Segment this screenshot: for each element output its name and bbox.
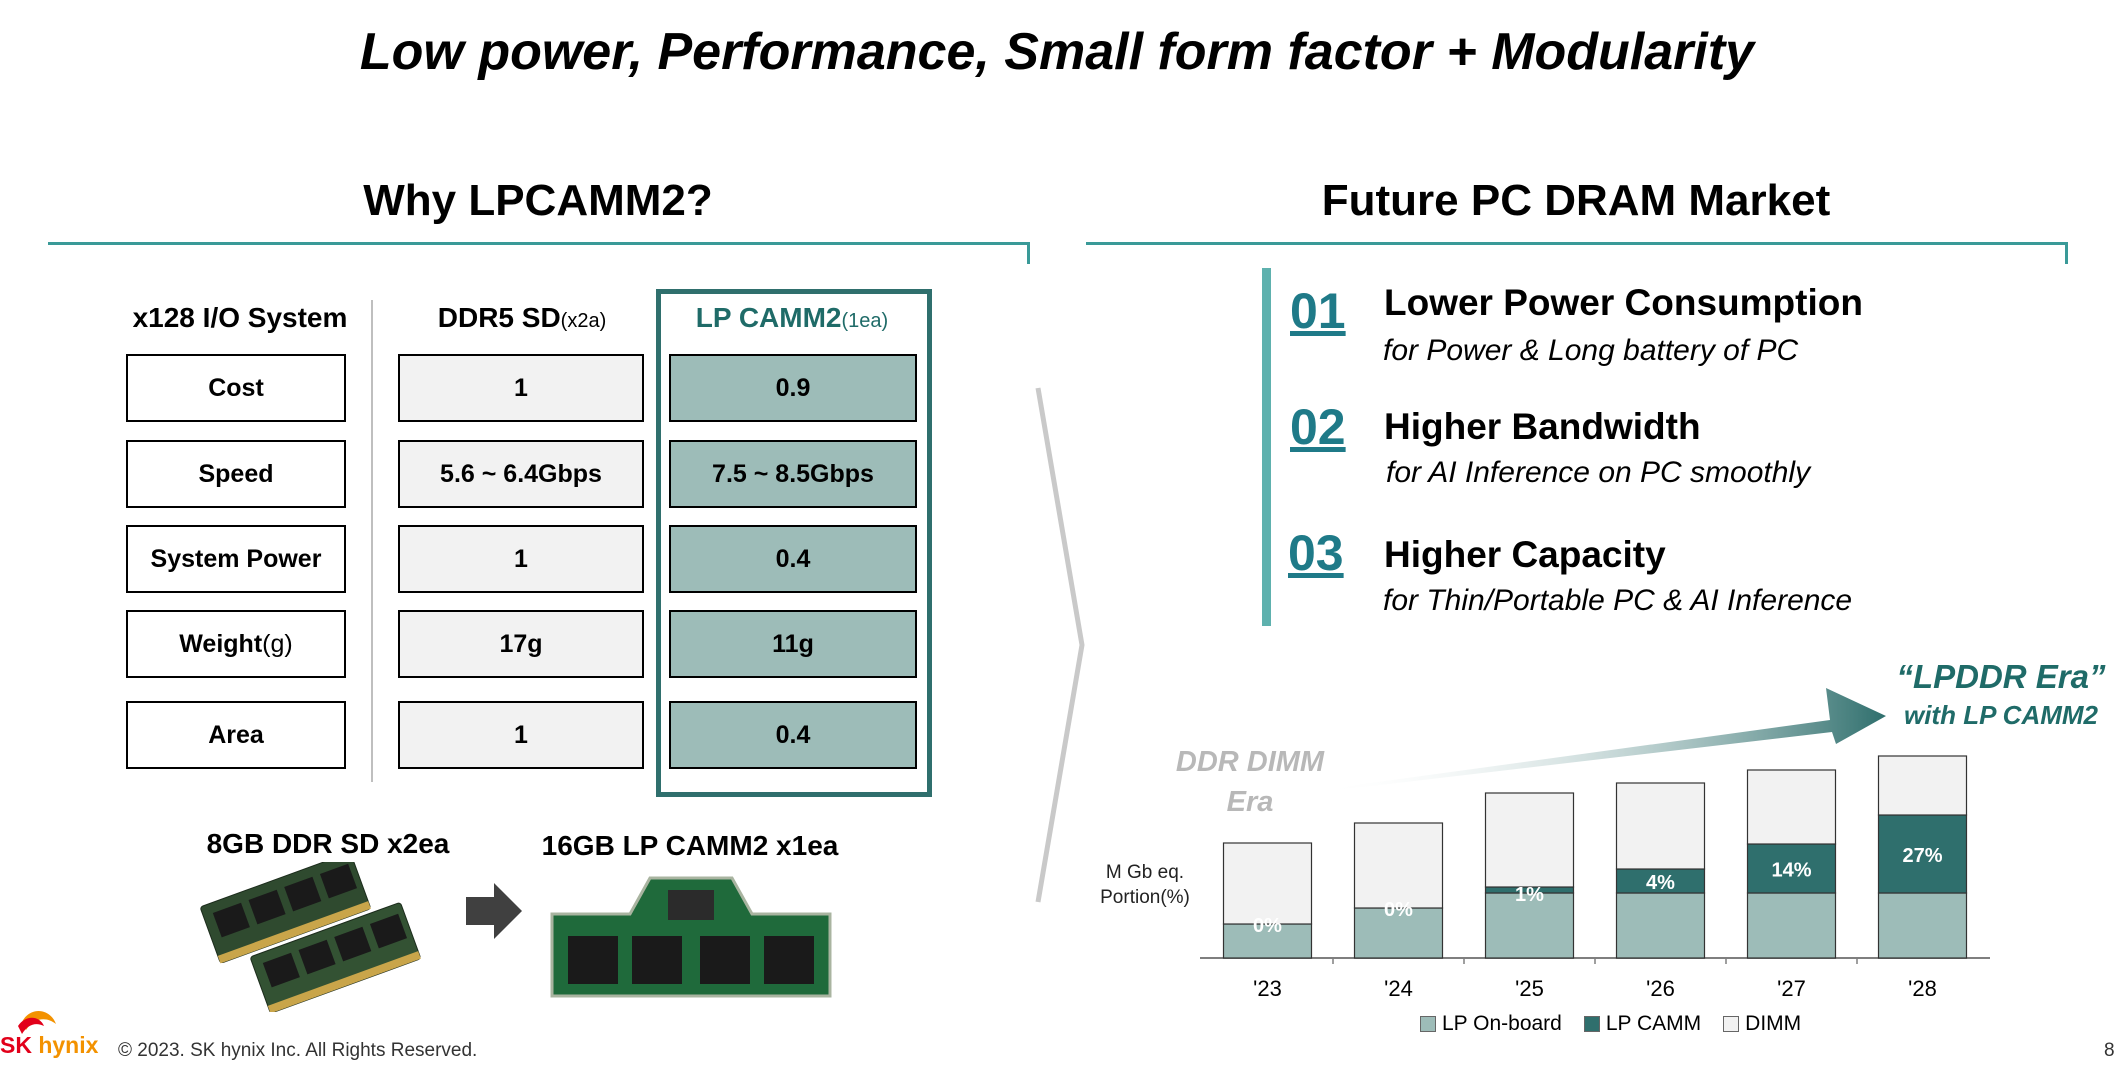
chart-legend: LP On-board LP CAMM DIMM xyxy=(1420,1012,1801,1036)
x-tick-label-2: '25 xyxy=(1515,976,1544,1001)
data-label-5: 27% xyxy=(1902,845,1942,867)
features-accent-bar xyxy=(1262,268,1271,626)
data-label-3: 4% xyxy=(1646,872,1675,894)
data-label-1: 0% xyxy=(1384,899,1413,921)
feature-title-power: Lower Power Consumption xyxy=(1384,282,1863,323)
bar-dimm-4 xyxy=(1746,769,1837,845)
right-section-rule xyxy=(1086,242,2068,245)
left-section-rule-end xyxy=(1027,242,1030,264)
col-header-lp: LP CAMM2(1ea) xyxy=(670,302,914,334)
cell-ddr-speed: 5.6 ~ 6.4Gbps xyxy=(398,440,644,508)
x-tick-label-4: '27 xyxy=(1777,976,1806,1001)
bar-lp-on-board-4 xyxy=(1746,892,1837,959)
col-header-ddr: DDR5 SD(x2a) xyxy=(400,302,644,334)
feature-sub-bandwidth: for AI Inference on PC smoothly xyxy=(1386,456,1811,489)
col-header-system: x128 I/O System xyxy=(132,302,348,333)
column-separator xyxy=(371,300,373,782)
chart-y-label: M Gb eq. Portion(%) xyxy=(1100,862,1190,908)
bar-lp-on-board-0 xyxy=(1222,923,1313,959)
x-tick-label-0: '23 xyxy=(1253,976,1282,1001)
right-arrow-icon xyxy=(466,883,522,939)
x-tick-label-5: '28 xyxy=(1908,976,1937,1001)
bar-lp-on-board-3 xyxy=(1615,892,1706,959)
legend-item-dimm: DIMM xyxy=(1723,1012,1801,1036)
feature-sub-power: for Power & Long battery of PC xyxy=(1383,334,1799,367)
footer-copyright: © 2023. SK hynix Inc. All Rights Reserve… xyxy=(118,1040,478,1061)
bar-dimm-0 xyxy=(1222,842,1313,925)
era-lpddr-label: “LPDDR Era” with LP CAMM2 xyxy=(1896,658,2106,730)
row-label-area: Area xyxy=(126,701,346,769)
page-title: Low power, Performance, Small form facto… xyxy=(359,23,1755,81)
section-chevron-divider xyxy=(1035,387,1085,903)
feature-sub-capacity: for Thin/Portable PC & AI Inference xyxy=(1383,584,1853,617)
cell-ddr-weight: 17g xyxy=(398,610,644,678)
left-section-heading: Why LPCAMM2? xyxy=(363,176,713,225)
cell-lp-weight: 11g xyxy=(669,610,917,678)
row-label-speed: Speed xyxy=(126,440,346,508)
ddr-sodimm-modules-illustration xyxy=(200,862,421,1012)
caption-lp-module: 16GB LP CAMM2 x1ea xyxy=(541,830,839,861)
bar-dimm-5 xyxy=(1877,755,1968,816)
legend-item-lp-onboard: LP On-board xyxy=(1420,1012,1562,1036)
cell-ddr-area: 1 xyxy=(398,701,644,769)
sk-hynix-logo-mark xyxy=(18,1010,56,1034)
bar-lp-camm-5 xyxy=(1877,814,1968,894)
x-tick-label-3: '26 xyxy=(1646,976,1675,1001)
feature-number-01: 01 xyxy=(1290,283,1346,339)
data-label-2: 1% xyxy=(1515,884,1544,906)
bar-lp-camm-3 xyxy=(1615,868,1706,894)
feature-number-02: 02 xyxy=(1290,399,1346,455)
row-label-system-power: System Power xyxy=(126,525,346,593)
col-header-lp-main: LP CAMM2 xyxy=(695,302,842,333)
cell-lp-area: 0.4 xyxy=(669,701,917,769)
bar-lp-camm-4 xyxy=(1746,843,1837,894)
bar-dimm-3 xyxy=(1615,782,1706,870)
legend-item-lp-camm: LP CAMM xyxy=(1583,1012,1701,1036)
sk-hynix-logo-text: SK hynix xyxy=(0,1032,99,1058)
left-section-rule xyxy=(48,242,1030,245)
lpcamm2-module-illustration xyxy=(550,876,832,998)
right-section-rule-end xyxy=(2065,242,2068,264)
cell-lp-cost: 0.9 xyxy=(669,354,917,422)
col-header-lp-sub: (1ea) xyxy=(841,310,889,332)
page-number: 8 xyxy=(2104,1040,2114,1061)
col-header-ddr-main: DDR5 SD xyxy=(437,302,561,333)
caption-ddr-module: 8GB DDR SD x2ea xyxy=(206,828,450,859)
cell-lp-system-power: 0.4 xyxy=(669,525,917,593)
bar-lp-on-board-1 xyxy=(1353,907,1444,959)
data-label-4: 14% xyxy=(1771,860,1811,882)
lp-camm2-highlight-frame xyxy=(656,289,932,797)
row-label-cost: Cost xyxy=(126,354,346,422)
dram-market-stacked-bar-chart: 0% '23 0% '24 1% '25 4% '26 14% '27 27% '28 xyxy=(1200,755,1990,1001)
feature-title-bandwidth: Higher Bandwidth xyxy=(1384,406,1701,447)
right-section-heading: Future PC DRAM Market xyxy=(1321,176,1831,225)
cell-ddr-cost: 1 xyxy=(398,354,644,422)
row-label-weight: Weight (g) xyxy=(126,610,346,678)
bar-dimm-2 xyxy=(1484,792,1575,888)
data-label-0: 0% xyxy=(1253,915,1282,937)
x-tick-label-1: '24 xyxy=(1384,976,1413,1001)
feature-number-03: 03 xyxy=(1288,525,1344,581)
cell-lp-speed: 7.5 ~ 8.5Gbps xyxy=(669,440,917,508)
col-header-ddr-sub: (x2a) xyxy=(560,310,607,332)
era-ddr-dimm-label: DDR DIMM Era xyxy=(1175,746,1325,818)
feature-title-capacity: Higher Capacity xyxy=(1384,534,1666,575)
lpddr-trend-arrow xyxy=(1320,688,1886,792)
bar-dimm-1 xyxy=(1353,822,1444,909)
cell-ddr-system-power: 1 xyxy=(398,525,644,593)
bar-lp-on-board-5 xyxy=(1877,892,1968,959)
